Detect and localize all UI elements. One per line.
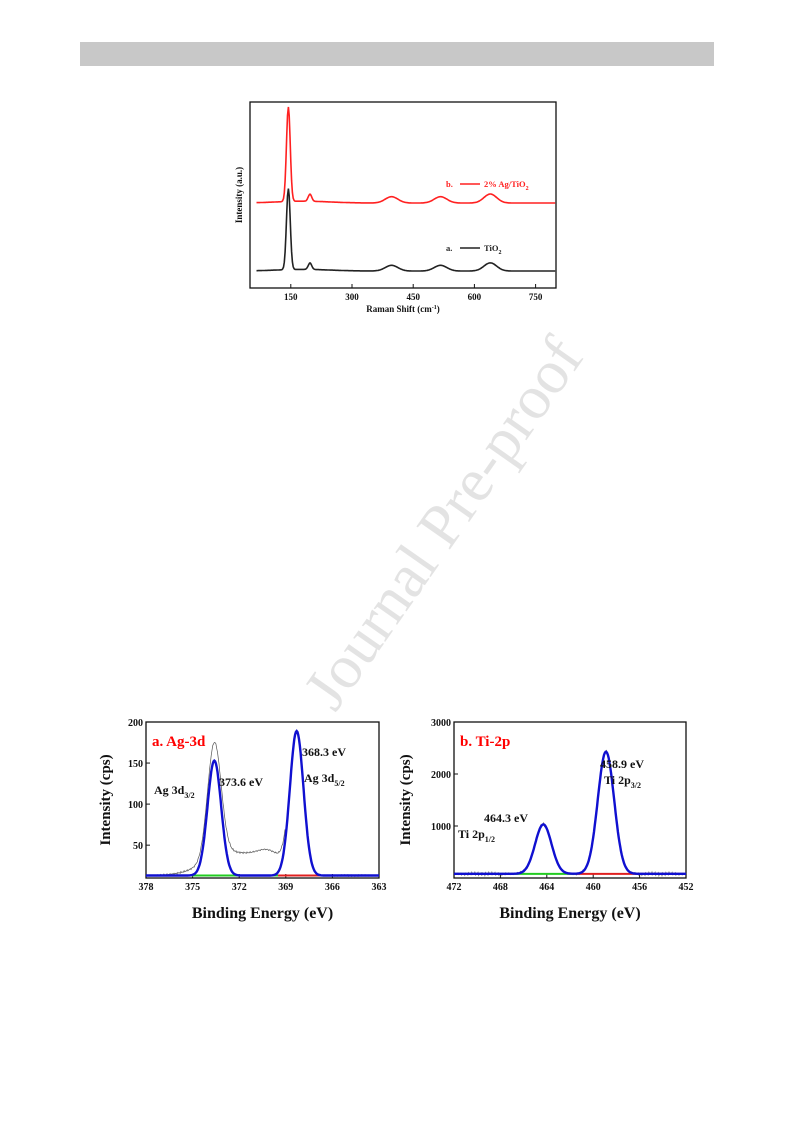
legend-prefix: b.: [446, 179, 453, 189]
x-tick-label: 600: [468, 292, 482, 302]
watermark-text: Journal Pre-proof: [291, 325, 597, 721]
fit-line: [146, 729, 379, 877]
watermark: Journal Pre-proof: [291, 325, 597, 721]
x-tick-label: 372: [232, 882, 247, 893]
x-tick-label: 456: [632, 882, 647, 893]
y-axis-label: Intensity (cps): [398, 754, 414, 845]
y-tick-label: 150: [128, 759, 143, 770]
x-tick-label: 300: [345, 292, 359, 302]
y-tick-label: 1000: [431, 822, 451, 833]
legend-label: 2% Ag/TiO2: [484, 179, 529, 192]
peak-energy-label: 464.3 eV: [484, 811, 528, 825]
y-tick-label: 50: [133, 841, 143, 852]
legend-label: TiO2: [484, 243, 502, 256]
page-header-bar: [80, 42, 714, 66]
peak-name-label: Ag 3d3/2: [154, 783, 195, 800]
x-tick-label: 375: [185, 882, 200, 893]
peak-energy-label: 458.9 eV: [600, 757, 644, 771]
xps-ag3d-chart: 378 375 372 369 366 363 50 100 150 200 Binding Ene…: [98, 718, 387, 922]
x-axis-label: Binding Energy (eV): [499, 905, 640, 922]
raman-spectrum-chart: 150 300 450 600 750 Raman Shift (cm-1) Intensi…: [234, 101, 557, 314]
y-tick-label: 200: [128, 718, 143, 729]
x-tick-label: 150: [284, 292, 298, 302]
x-tick-label: 366: [325, 882, 340, 893]
x-tick-label: 363: [372, 882, 387, 893]
y-tick-label: 2000: [431, 770, 451, 781]
x-axis-label: Binding Energy (eV): [192, 905, 333, 922]
peak-name-label: Ag 3d5/2: [304, 771, 345, 788]
y-axis-label: Intensity (a.u.): [234, 167, 244, 223]
plot-frame: [249, 101, 557, 289]
y-tick-label: 100: [128, 800, 143, 811]
x-tick-label: 369: [278, 882, 293, 893]
panel-title: b. Ti-2p: [460, 734, 510, 750]
series-line: [256, 188, 556, 272]
y-axis-label: Intensity (cps): [98, 754, 114, 845]
peak-name-label: Ti 2p1/2: [458, 827, 495, 844]
x-tick-label: 472: [447, 882, 462, 893]
series-line: [256, 106, 556, 204]
x-axis-label: Raman Shift (cm-1): [366, 304, 440, 314]
x-tick-label: 750: [529, 292, 543, 302]
panel-title: a. Ag-3d: [152, 734, 206, 750]
x-tick-label: 464: [539, 882, 554, 893]
x-tick-label: 452: [679, 882, 694, 893]
x-tick-label: 378: [139, 882, 154, 893]
x-tick-label: 450: [406, 292, 420, 302]
peak-energy-label: 368.3 eV: [302, 745, 346, 759]
plot-frame: [453, 721, 687, 879]
fit-line: [454, 750, 686, 875]
legend-prefix: a.: [446, 243, 452, 253]
peak-energy-label: 373.6 eV: [219, 775, 263, 789]
y-tick-label: 3000: [431, 718, 451, 729]
x-tick-label: 468: [493, 882, 508, 893]
plot-frame: [145, 721, 380, 879]
xps-ti2p-chart: 472 468 464 460 456 452 1000 2000 3000 Binding En…: [398, 718, 694, 922]
peak-name-label: Ti 2p3/2: [604, 773, 641, 790]
x-tick-label: 460: [586, 882, 601, 893]
